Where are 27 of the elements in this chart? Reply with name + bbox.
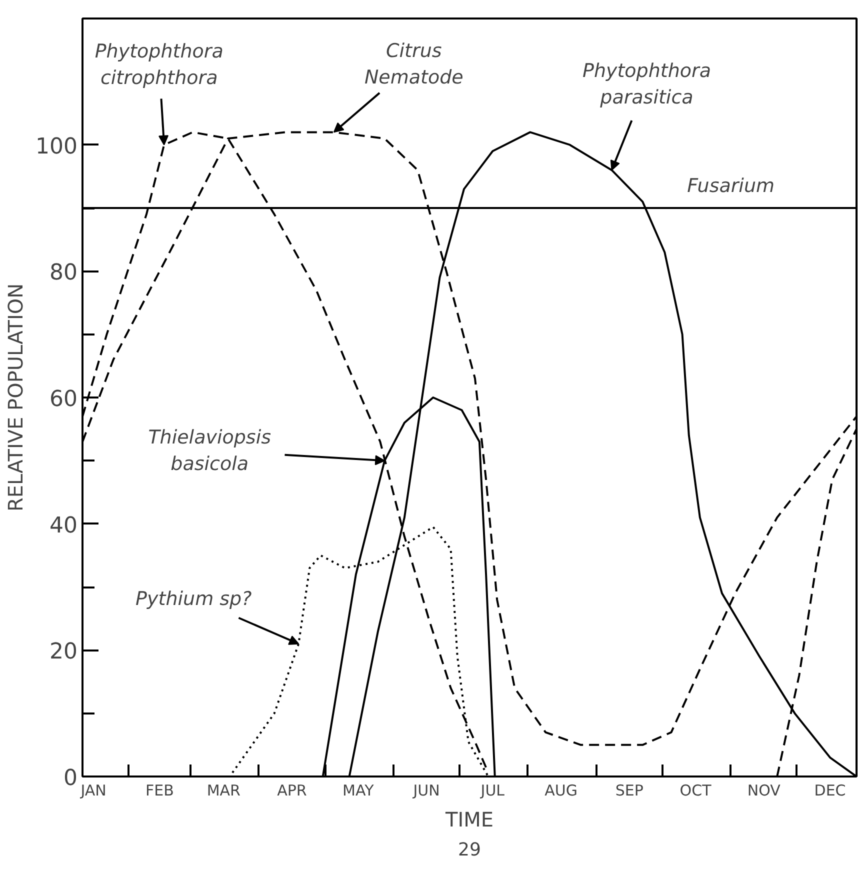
x-tick-label: MAR [206,782,240,800]
annotation: Pythium sp? [136,588,252,610]
x-tick-label: SEP [615,782,644,800]
y-tick-label: 100 [36,134,78,160]
x-axis-title: TIME [444,808,494,832]
x-tick-label: NOV [747,782,782,800]
x-tick-label: APR [277,782,307,800]
y-tick-label: 80 [50,260,78,286]
annotation: Fusarium [687,175,775,197]
annotation: Citrus Nematode [364,40,464,88]
y-tick-label: 20 [50,640,78,665]
y-tick-label: 60 [50,387,78,412]
text: 29 [458,840,481,860]
x-tick-label: DEC [814,782,846,800]
y-axis-title: RELATIVE POPULATION [4,283,28,512]
y-tick-label: 40 [50,513,78,538]
x-tick-label: JAN [80,782,106,800]
annotation: Phytophthora parasitica [582,60,711,108]
x-tick-label: MAY [342,782,375,800]
y-tick-label: 0 [64,766,78,791]
x-tick-label: FEB [145,782,174,800]
annotation: Phytophthora citrophthora [94,40,224,90]
annotation: Thielaviopsis basicola [148,426,272,475]
x-tick-label: OCT [680,782,712,800]
x-tick-label: JUL [480,782,506,800]
x-tick-label: AUG [544,782,578,800]
x-tick-label: JUN [412,782,440,800]
